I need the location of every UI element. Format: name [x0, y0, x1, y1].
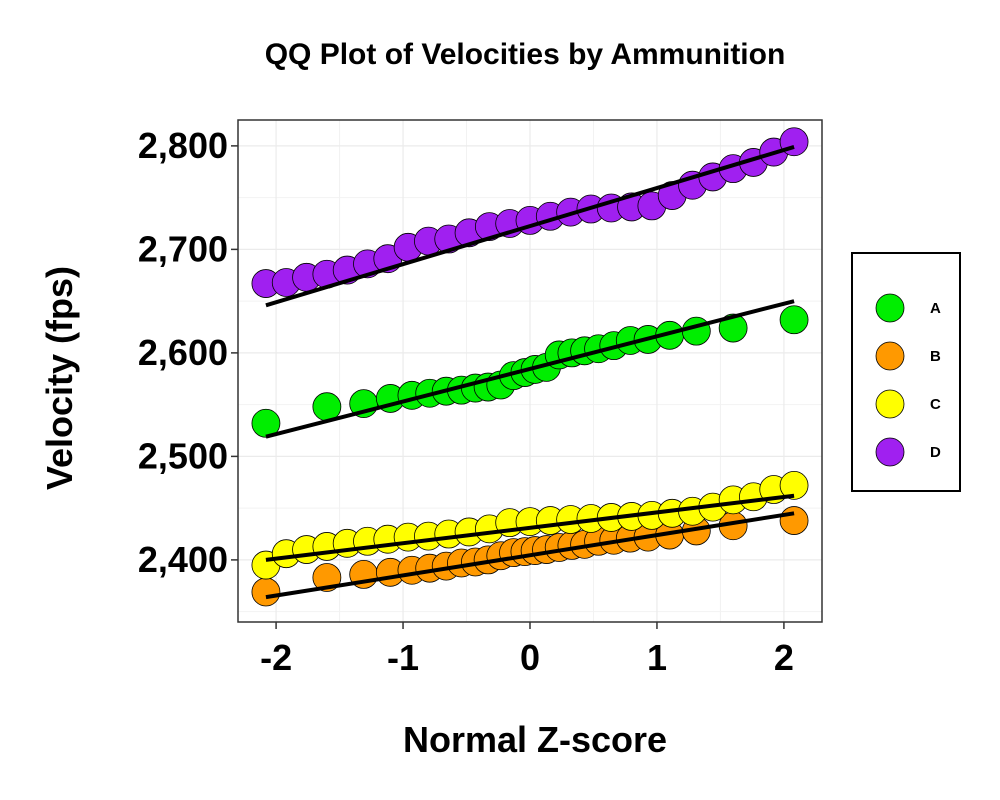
x-tick-label: -2 [260, 637, 292, 678]
legend-box [851, 252, 961, 492]
data-point [779, 506, 809, 535]
data-point [681, 316, 711, 346]
x-tick-label: 1 [647, 637, 667, 678]
x-tick-label: 0 [520, 637, 540, 678]
data-point [718, 313, 748, 343]
fit-line-B [265, 511, 795, 600]
fit-line-A [265, 299, 795, 439]
legend-item-C: C [875, 389, 941, 419]
chart-title: QQ Plot of Velocities by Ammunition [265, 38, 786, 71]
fit-line-D [265, 144, 795, 308]
legend-label-C: C [930, 396, 941, 413]
legend-label-D: D [930, 444, 941, 461]
x-tick-label: 2 [774, 637, 794, 678]
data-point [779, 305, 809, 335]
legend-key-B [875, 341, 905, 371]
y-axis: 2,400 2,500 2,600 2,700 2,800 [138, 125, 238, 580]
series-D [251, 127, 809, 298]
fit-line-C [265, 493, 795, 562]
y-tick-label: 2,600 [138, 332, 228, 373]
x-axis: -2 -1 0 1 2 [260, 622, 794, 678]
legend-key-C [875, 389, 905, 419]
legend-item-D: D [875, 437, 941, 467]
x-tick-label: -1 [387, 637, 419, 678]
data-point [251, 408, 281, 438]
legend-key-D [875, 437, 905, 467]
y-tick-label: 2,700 [138, 228, 228, 269]
legend-item-A: A [875, 293, 941, 323]
x-axis-title: Normal Z-score [403, 719, 667, 760]
y-axis-title: Velocity (fps) [39, 266, 80, 490]
y-tick-label: 2,400 [138, 539, 228, 580]
legend-label-A: A [930, 300, 941, 317]
data-point [779, 470, 809, 500]
legend-label-B: B [930, 348, 941, 365]
fit-lines [265, 144, 795, 600]
legend: A B C D [851, 252, 961, 492]
plot-panel [237, 119, 823, 623]
legend-item-B: B [875, 341, 941, 371]
y-tick-label: 2,500 [138, 435, 228, 476]
legend-key-A [875, 293, 905, 323]
series-B [251, 506, 809, 607]
y-tick-label: 2,800 [138, 125, 228, 166]
data-point [251, 577, 281, 607]
